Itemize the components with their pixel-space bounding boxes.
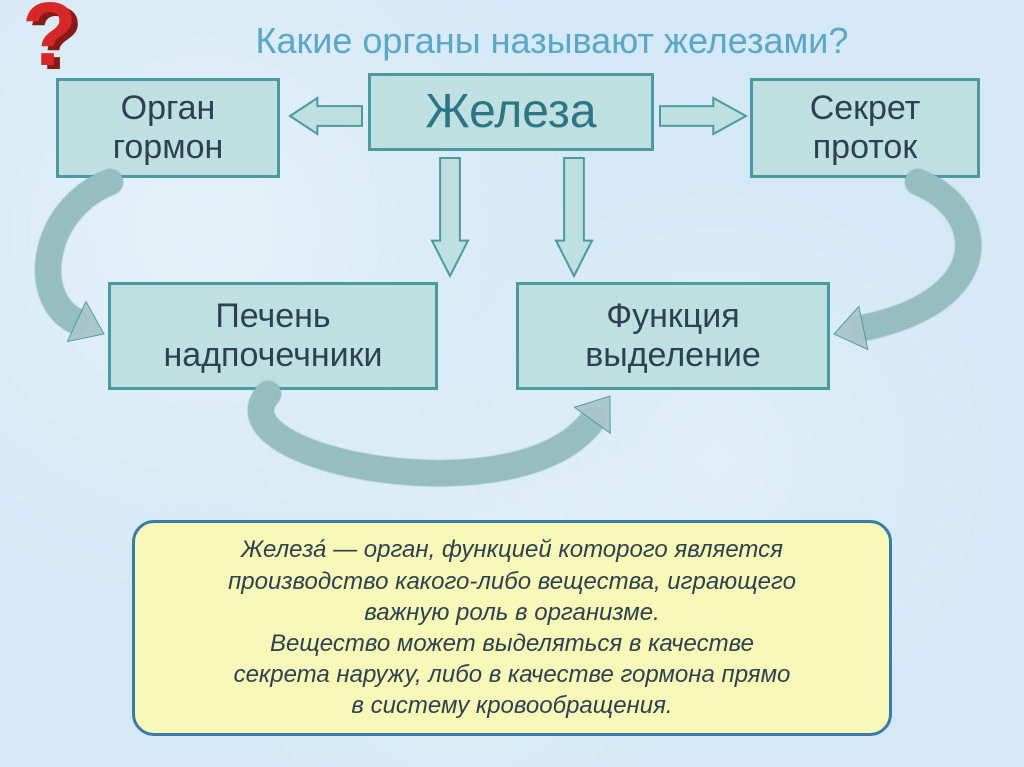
arrow-down1-icon (432, 158, 468, 276)
arrow-down2-icon (556, 158, 592, 276)
arrow-right-icon (660, 98, 746, 134)
curved-arrows-layer (0, 0, 1024, 767)
arrow-left-icon (290, 98, 362, 134)
question-mark-icon: ? (22, 0, 77, 87)
